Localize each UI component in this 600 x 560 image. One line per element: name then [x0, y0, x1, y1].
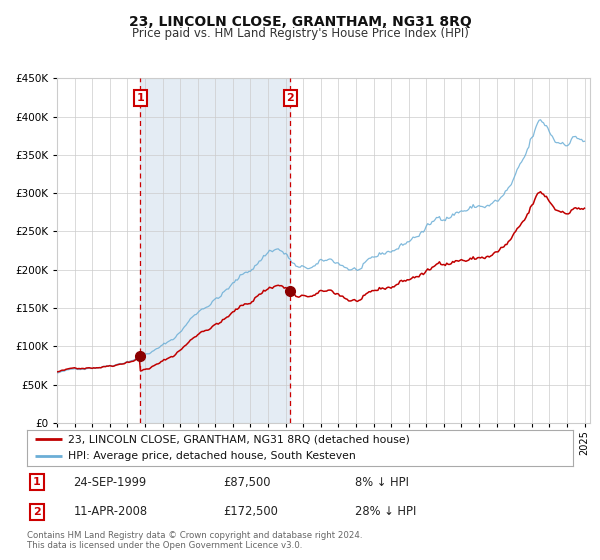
Text: 28% ↓ HPI: 28% ↓ HPI: [355, 505, 416, 518]
Text: Price paid vs. HM Land Registry's House Price Index (HPI): Price paid vs. HM Land Registry's House …: [131, 27, 469, 40]
Text: 2: 2: [286, 93, 294, 103]
Text: 23, LINCOLN CLOSE, GRANTHAM, NG31 8RQ (detached house): 23, LINCOLN CLOSE, GRANTHAM, NG31 8RQ (d…: [68, 435, 410, 444]
Text: 11-APR-2008: 11-APR-2008: [73, 505, 148, 518]
Text: £172,500: £172,500: [224, 505, 278, 518]
Text: 23, LINCOLN CLOSE, GRANTHAM, NG31 8RQ: 23, LINCOLN CLOSE, GRANTHAM, NG31 8RQ: [128, 15, 472, 29]
Bar: [140, 78, 290, 423]
Text: 24-SEP-1999: 24-SEP-1999: [73, 476, 146, 489]
Text: Contains HM Land Registry data © Crown copyright and database right 2024.
This d: Contains HM Land Registry data © Crown c…: [27, 531, 362, 550]
Text: £87,500: £87,500: [224, 476, 271, 489]
Text: 8% ↓ HPI: 8% ↓ HPI: [355, 476, 409, 489]
Text: HPI: Average price, detached house, South Kesteven: HPI: Average price, detached house, Sout…: [68, 451, 356, 461]
Text: 2: 2: [33, 507, 41, 517]
Text: 1: 1: [33, 477, 41, 487]
Text: 1: 1: [136, 93, 144, 103]
